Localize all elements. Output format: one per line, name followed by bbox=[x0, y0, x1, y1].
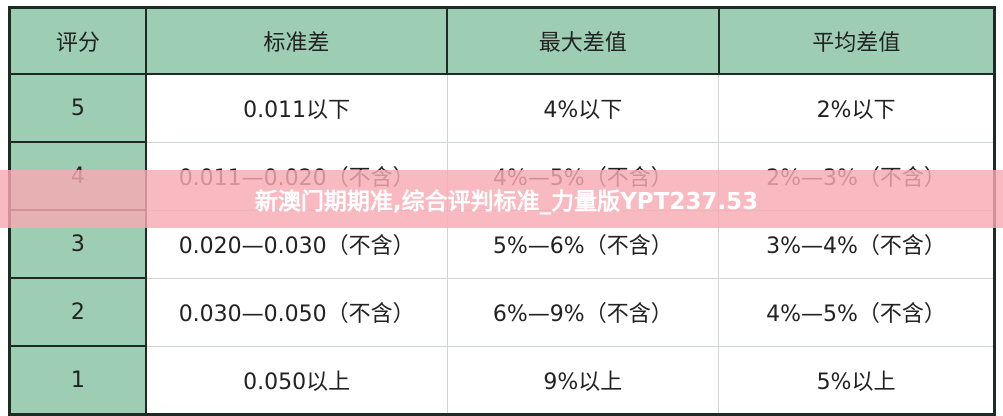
header-avg-diff: 平均差值 bbox=[717, 6, 996, 75]
cell-avg-diff: 4%—5%（不含） bbox=[718, 277, 995, 347]
title-banner: 新澳门期期准,综合评判标准_力量版YPT237.53 bbox=[0, 170, 1003, 228]
header-max-diff: 最大差值 bbox=[446, 6, 720, 75]
banner-title: 新澳门期期准,综合评判标准_力量版YPT237.53 bbox=[254, 189, 759, 215]
cell-score: 2 bbox=[8, 277, 147, 347]
cell-max-diff: 9%以上 bbox=[446, 345, 720, 415]
header-score: 评分 bbox=[8, 6, 147, 75]
table-row: 2 0.030—0.050（不含） 6%—9%（不含） 4%—5%（不含） bbox=[8, 277, 995, 347]
cell-avg-diff: 2%以下 bbox=[718, 73, 995, 143]
table-row: 5 0.011以下 4%以下 2%以下 bbox=[8, 73, 995, 143]
cell-std-dev: 0.030—0.050（不含） bbox=[145, 277, 448, 347]
cell-max-diff: 6%—9%（不含） bbox=[446, 277, 720, 347]
table-row: 1 0.050以上 9%以上 5%以上 bbox=[8, 345, 995, 416]
cell-std-dev: 0.050以上 bbox=[145, 345, 448, 415]
cell-std-dev: 0.011以下 bbox=[145, 73, 448, 143]
cell-avg-diff: 5%以上 bbox=[718, 345, 995, 415]
cell-score: 5 bbox=[8, 73, 147, 143]
cell-score: 1 bbox=[8, 345, 147, 416]
table-header-row: 评分 标准差 最大差值 平均差值 bbox=[8, 6, 996, 75]
cell-max-diff: 4%以下 bbox=[446, 73, 720, 143]
header-std-dev: 标准差 bbox=[144, 6, 449, 75]
